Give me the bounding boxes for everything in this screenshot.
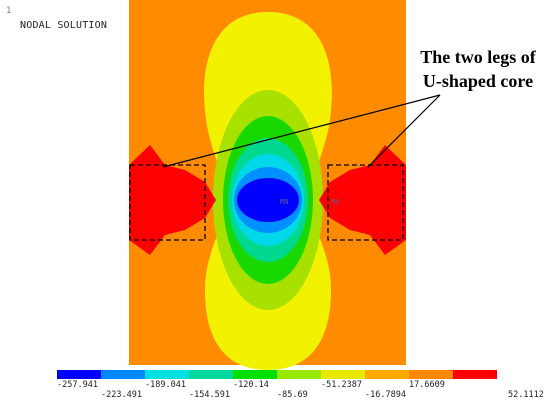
right-leg-dashed-box bbox=[327, 164, 404, 241]
legend-top-label: 17.6609 bbox=[409, 380, 445, 390]
legend-swatch bbox=[277, 370, 321, 379]
legend-bottom-label: -154.591 bbox=[189, 390, 230, 400]
legend-swatch bbox=[409, 370, 453, 379]
legend-top-label: -257.941 bbox=[57, 380, 98, 390]
legend-color-bar bbox=[57, 370, 497, 379]
legend-swatch bbox=[233, 370, 277, 379]
annotation-callout: The two legs of U-shaped core bbox=[412, 45, 544, 93]
legend-top-label: -189.041 bbox=[145, 380, 186, 390]
annotation-line-1: The two legs of bbox=[420, 47, 536, 67]
legend-swatch bbox=[365, 370, 409, 379]
blue-minimum-region bbox=[237, 178, 299, 222]
left-leg-red-region bbox=[129, 145, 216, 255]
legend-bottom-label: 52.1112 bbox=[508, 390, 544, 400]
legend-bottom-label: -16.7894 bbox=[365, 390, 406, 400]
legend-top-label: -51.2387 bbox=[321, 380, 362, 390]
right-leg-red-region bbox=[319, 145, 406, 255]
legend-top-label: -120.14 bbox=[233, 380, 269, 390]
legend-swatch bbox=[57, 370, 101, 379]
right-leader-line bbox=[367, 94, 441, 168]
left-leg-dashed-box bbox=[129, 164, 206, 241]
legend-bottom-label: -223.491 bbox=[101, 390, 142, 400]
legend-swatch bbox=[101, 370, 145, 379]
legend-swatch bbox=[321, 370, 365, 379]
legend-swatch bbox=[145, 370, 189, 379]
annotation-line-2: U-shaped core bbox=[422, 71, 534, 91]
window-index-number: 1 bbox=[6, 6, 12, 16]
legend-bottom-label: -85.69 bbox=[277, 390, 308, 400]
legend-swatch bbox=[189, 370, 233, 379]
plot-title: NODAL SOLUTION bbox=[20, 20, 108, 31]
left-leader-line bbox=[162, 94, 441, 168]
max-marker-label: MX bbox=[331, 198, 340, 206]
legend-swatch bbox=[453, 370, 497, 379]
min-marker-label: MN bbox=[280, 198, 288, 206]
